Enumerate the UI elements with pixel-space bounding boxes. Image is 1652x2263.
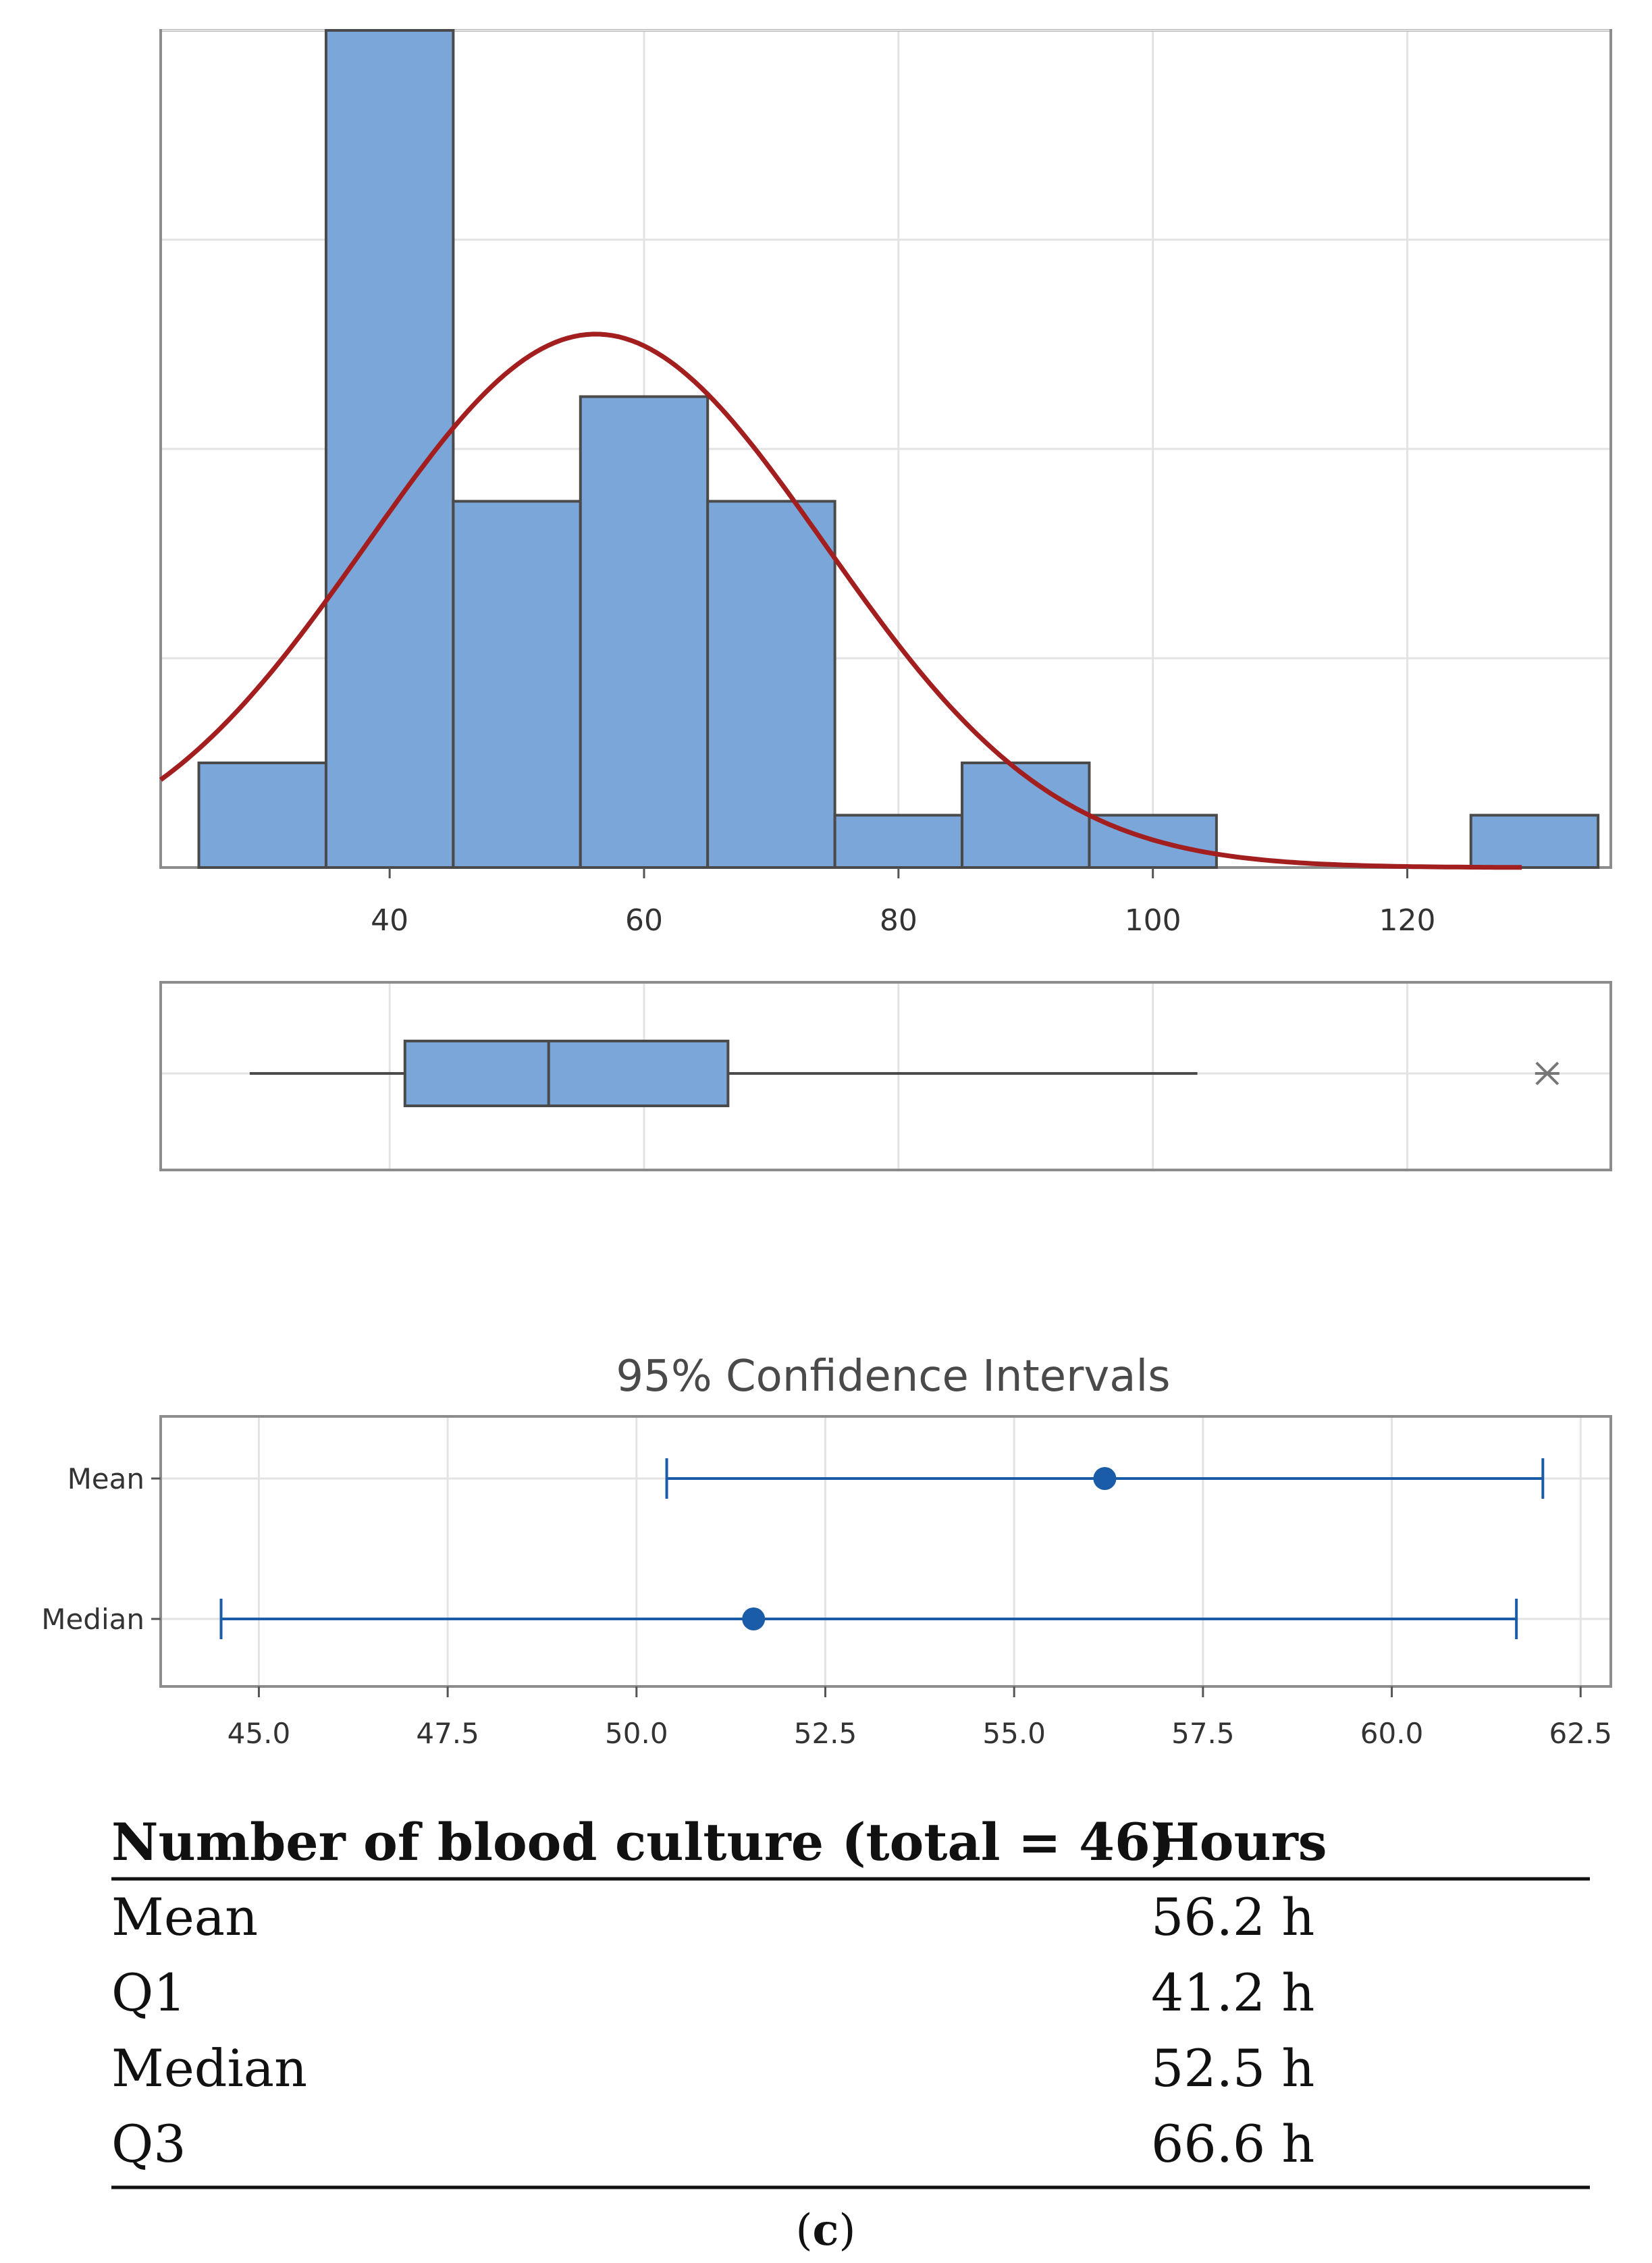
ci-y-labels: Mean Median [41, 1462, 161, 1636]
interval-median [219, 1599, 1518, 1639]
table-row: Mean 56.2 h [111, 1887, 1314, 1947]
x-tick-label: 80 [880, 903, 917, 938]
y-label-median: Median [41, 1603, 144, 1636]
table-cell-value: 66.6 h [1151, 2114, 1314, 2174]
table-cell-label: Q1 [111, 1963, 186, 2023]
ci-frame [159, 1415, 1612, 1688]
x-tick-label: 55.0 [982, 1717, 1046, 1750]
x-tick-label: 52.5 [794, 1717, 857, 1750]
x-tick-label: 62.5 [1549, 1717, 1612, 1750]
x-tick-label: 40 [371, 903, 408, 938]
caption-open-paren: ( [796, 2206, 813, 2256]
table-row: Q3 66.6 h [111, 2114, 1314, 2174]
summary-table: Number of blood culture (total = 46) Hou… [111, 1812, 1590, 2189]
interval-mean [665, 1458, 1545, 1499]
histogram-bar [579, 395, 710, 869]
table-rows: Mean 56.2 h Q1 41.2 h Median 52.5 h Q3 66.6 h [111, 1887, 1314, 2174]
interval-estimate-point [742, 1607, 766, 1630]
x-tick-label: 100 [1125, 903, 1181, 938]
ci-title: 95% Confidence Intervals [616, 1352, 1170, 1402]
table-row: Median 52.5 h [111, 2038, 1314, 2098]
table-cell-label: Mean [111, 1887, 258, 1947]
table-cell-value: 56.2 h [1151, 1887, 1314, 1947]
boxplot-elements [249, 1040, 1560, 1107]
x-tick-label: 47.5 [416, 1717, 479, 1750]
caption-letter: c [813, 2205, 839, 2256]
figure-caption: (c) [796, 2205, 856, 2256]
table-header-right: Hours [1151, 1812, 1327, 1872]
x-tick-label: 60 [625, 903, 663, 938]
x-tick-label: 120 [1379, 903, 1436, 938]
outlier-marker [1535, 1061, 1560, 1086]
x-tick-label: 45.0 [228, 1717, 291, 1750]
normal-fit-curve [159, 331, 1522, 870]
boxplot-frame [159, 981, 1612, 1171]
interval-estimate-point [1093, 1467, 1117, 1490]
ci-x-ticks: 45.0 47.5 50.0 52.5 55.0 57.5 60.0 62.5 [228, 1686, 1612, 1750]
histogram-bar [452, 500, 582, 869]
ci-intervals [219, 1458, 1545, 1639]
histogram-x-ticks: 40 60 80 100 120 [371, 868, 1436, 938]
caption-close-paren: ) [838, 2206, 855, 2256]
iqr-box [403, 1040, 730, 1107]
histogram-bar [197, 762, 327, 869]
table-header-left: Number of blood culture (total = 46) [111, 1812, 1175, 1872]
histogram-bars [197, 29, 1600, 869]
histogram-bar [833, 814, 964, 869]
x-tick-label: 50.0 [605, 1717, 668, 1750]
x-tick-label: 60.0 [1360, 1717, 1424, 1750]
table-cell-value: 41.2 h [1151, 1963, 1314, 2023]
histogram-chart: 40 60 80 100 120 [159, 29, 1612, 938]
x-tick-label: 57.5 [1171, 1717, 1235, 1750]
table-cell-label: Median [111, 2038, 307, 2098]
table-cell-value: 52.5 h [1151, 2038, 1314, 2098]
histogram-bar [706, 500, 836, 869]
table-cell-label: Q3 [111, 2114, 186, 2174]
y-label-mean: Mean [68, 1462, 144, 1495]
histogram-bar [961, 762, 1091, 869]
table-row: Q1 41.2 h [111, 1963, 1314, 2023]
boxplot-chart [159, 981, 1612, 1171]
histogram-bar [1469, 814, 1600, 869]
confidence-interval-chart: 95% Confidence Intervals 45.0 47.5 50.0 52.… [41, 1352, 1612, 1750]
